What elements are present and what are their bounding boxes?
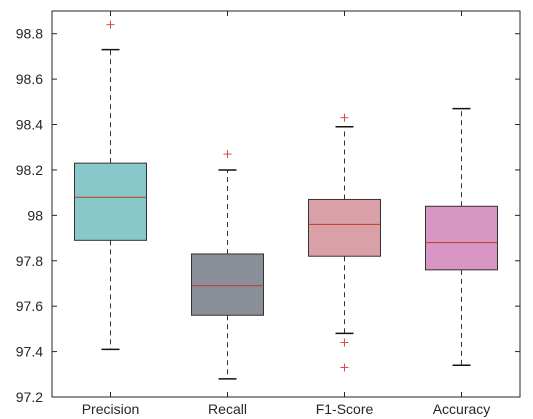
y-tick-label: 97.4 — [16, 344, 43, 360]
box — [191, 253, 264, 316]
x-tick-label: F1-Score — [316, 401, 374, 417]
box — [308, 198, 381, 257]
y-tick-label: 98.4 — [16, 117, 43, 133]
outlier-point — [223, 150, 232, 159]
outlier-point — [340, 363, 349, 372]
box — [425, 205, 498, 271]
y-tick-label: 97.6 — [16, 298, 43, 314]
x-axis-ticks: Precision Recall F1-Score Accuracy — [82, 11, 491, 417]
y-tick-label: 98 — [27, 207, 43, 223]
x-tick-label: Accuracy — [433, 401, 491, 417]
plot-frame — [51, 10, 521, 398]
y-tick-label: 98.6 — [16, 71, 43, 87]
y-tick-label: 97.2 — [16, 389, 43, 405]
outlier-point — [340, 113, 349, 122]
box-group — [191, 150, 264, 380]
y-axis-ticks: 97.2 97.4 97.6 97.8 98 98.2 98.4 98.6 98.8 — [16, 26, 520, 405]
outlier-point — [106, 20, 115, 29]
axes-layer — [51, 10, 521, 398]
y-tick-label: 98.8 — [16, 26, 43, 42]
boxes-layer — [74, 20, 498, 380]
box-group — [425, 107, 498, 366]
box-group — [74, 20, 147, 351]
y-tick-label: 97.8 — [16, 253, 43, 269]
x-tick-label: Precision — [82, 401, 140, 417]
outlier-point — [340, 338, 349, 347]
box-group — [308, 113, 381, 372]
y-tick-label: 98.2 — [16, 162, 43, 178]
box — [74, 162, 147, 241]
x-tick-label: Recall — [208, 401, 247, 417]
